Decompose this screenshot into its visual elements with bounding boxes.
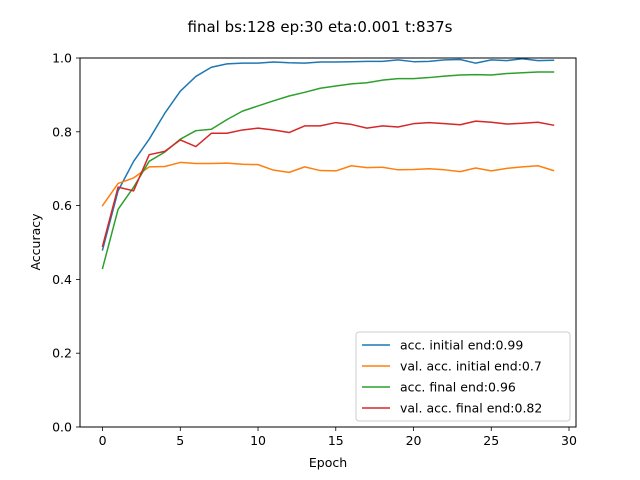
x-tick-label: 10	[250, 433, 266, 448]
series-line-0	[101, 57, 555, 251]
x-axis-label: Epoch	[309, 455, 347, 470]
legend-label-1: val. acc. initial end:0.7	[400, 359, 542, 374]
legend-label-3: val. acc. final end:0.82	[400, 401, 542, 416]
legend: acc. initial end:0.99 val. acc. initial e…	[355, 331, 571, 422]
plot-frame	[79, 57, 577, 428]
x-tick-label: 15	[328, 433, 344, 448]
x-tick-label: 25	[483, 433, 499, 448]
y-axis-label: Accuracy	[28, 213, 43, 271]
series-line-3	[101, 120, 555, 248]
y-tick-label: 0.8	[52, 124, 72, 139]
legend-box	[355, 331, 571, 422]
y-tick-label: 0.4	[52, 272, 72, 287]
x-tick-label: 5	[176, 433, 184, 448]
x-tick-label: 0	[99, 433, 107, 448]
x-tick-label: 20	[406, 433, 422, 448]
x-axis-ticks: 0 5 10 15 20 25 30	[99, 427, 577, 448]
y-tick-label: 1.0	[52, 51, 72, 66]
y-tick-label: 0.2	[52, 346, 72, 361]
series-layer	[101, 57, 555, 270]
y-tick-label: 0.6	[52, 198, 72, 213]
y-tick-label: 0.0	[52, 420, 72, 435]
series-line-1	[101, 161, 555, 207]
legend-label-2: acc. final end:0.96	[400, 380, 516, 395]
legend-label-0: acc. initial end:0.99	[400, 338, 523, 353]
chart-title: final bs:128 ep:30 eta:0.001 t:837s	[188, 18, 453, 36]
y-axis-ticks: 0.0 0.2 0.4 0.6 0.8 1.0	[52, 51, 80, 435]
x-tick-label: 30	[561, 433, 577, 448]
